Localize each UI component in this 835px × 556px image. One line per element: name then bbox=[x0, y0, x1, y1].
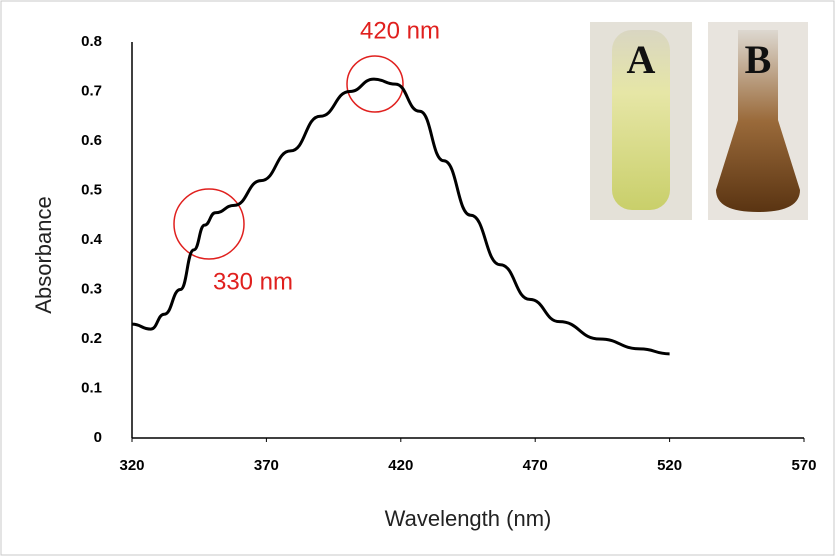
photo-label: B bbox=[745, 37, 772, 82]
y-tick-label: 0.4 bbox=[81, 231, 103, 248]
photo-label: A bbox=[627, 37, 656, 82]
y-tick-label: 0.6 bbox=[81, 132, 102, 149]
annotation: 420 nm bbox=[360, 17, 440, 44]
x-tick-label: 420 bbox=[388, 457, 413, 474]
x-tick-label: 320 bbox=[119, 457, 144, 474]
y-tick-label: 0.7 bbox=[81, 82, 102, 99]
shoulder-circle bbox=[173, 188, 245, 260]
x-axis-title: Wavelength (nm) bbox=[385, 506, 552, 531]
photo-a: A bbox=[590, 22, 692, 220]
peak-circle bbox=[346, 55, 404, 113]
y-tick-label: 0.8 bbox=[81, 33, 102, 50]
x-tick-label: 520 bbox=[657, 457, 682, 474]
annotation: 330 nm bbox=[213, 268, 293, 295]
y-tick-label: 0.2 bbox=[81, 330, 102, 347]
tube-a bbox=[612, 30, 670, 210]
spectrum-line bbox=[131, 77, 670, 356]
flask-b bbox=[716, 30, 800, 212]
x-tick-label: 370 bbox=[254, 457, 279, 474]
x-tick-label: 470 bbox=[523, 457, 548, 474]
y-axis-title: Absorbance bbox=[31, 196, 56, 313]
photo-b: B bbox=[708, 22, 808, 220]
y-tick-label: 0 bbox=[94, 429, 102, 446]
y-tick-label: 0.3 bbox=[81, 280, 102, 297]
y-tick-label: 0.5 bbox=[81, 181, 102, 198]
y-tick-label: 0.1 bbox=[81, 379, 102, 396]
x-tick-label: 570 bbox=[791, 457, 816, 474]
